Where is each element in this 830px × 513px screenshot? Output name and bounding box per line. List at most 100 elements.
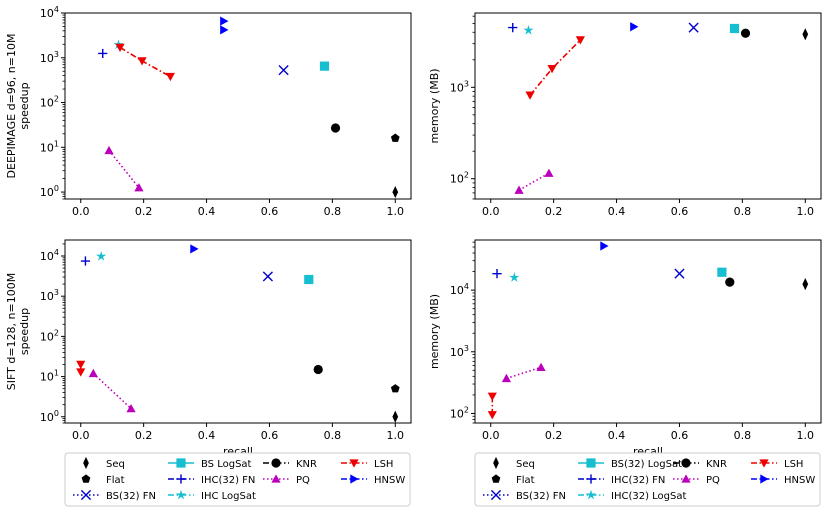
series-knr (313, 364, 323, 375)
legend-entry: KNR (263, 458, 317, 470)
x-tick-label: 0.4 (608, 205, 626, 218)
series-hnsw (190, 244, 199, 254)
data-point (729, 23, 740, 34)
y-tick-label: 103 (40, 288, 59, 303)
series-hnsw (630, 22, 639, 32)
legend-entry: IHC(32) FN (168, 474, 255, 486)
legend-label: BS(32) FN (516, 491, 566, 502)
legend-marker (271, 474, 281, 483)
legend-marker (175, 489, 187, 500)
x-tick-label: 0.2 (135, 205, 153, 218)
legend-label: BS(32) LogSat (611, 459, 682, 470)
series-bs-32-fn (278, 65, 289, 76)
legend-label: PQ (706, 475, 720, 486)
data-point (220, 25, 229, 35)
data-point (165, 72, 175, 82)
legend-marker (493, 456, 499, 470)
legend-entry: BS(32) FN (483, 489, 566, 502)
legend-marker (349, 459, 359, 468)
x-tick-label: 0.6 (261, 205, 279, 218)
series-pq (104, 145, 144, 192)
legend-label: LSH (784, 459, 803, 470)
y-axis-label: speedup (18, 308, 31, 355)
series-ihc-32-logsat (96, 250, 107, 261)
series-ihc-32-fn (508, 22, 518, 33)
legend-entry: HNSW (341, 474, 405, 486)
data-point (98, 48, 108, 59)
legend-entry: Flat (81, 474, 125, 486)
series-ihc-32-fn (80, 256, 91, 266)
data-point (514, 185, 524, 194)
legend-marker (491, 474, 501, 483)
series-bs-32-logsat (717, 267, 727, 277)
data-point (76, 368, 86, 377)
legend-entry: IHC(32) LogSat (578, 489, 686, 502)
data-point (392, 185, 399, 199)
x-tick-label: 0.0 (72, 429, 90, 442)
y-tick-label: 101 (40, 139, 59, 154)
y-tick-label: 102 (40, 95, 59, 110)
legend-marker (350, 474, 359, 484)
legend-label: IHC(32) LogSat (611, 491, 686, 502)
data-point (525, 91, 535, 100)
data-point (390, 133, 400, 142)
x-tick-label: 1.0 (797, 429, 815, 442)
series-bs-logsat (729, 23, 740, 34)
axes-frame (64, 239, 412, 424)
data-point (487, 411, 497, 420)
legend-entry: LSH (751, 459, 803, 470)
data-point (487, 392, 497, 401)
series-seq (802, 278, 809, 291)
legend-label: IHC LogSat (201, 491, 256, 502)
data-point (392, 410, 399, 423)
chart-bl: 0.0 0.2 0.4 0.6 0.8 1.0 100 101 102 103 104 SIFT d=… (5, 239, 412, 458)
legend-marker (81, 474, 91, 483)
data-point (126, 403, 136, 413)
legend-entry: Seq (83, 456, 125, 470)
x-tick-label: 1.0 (387, 429, 405, 442)
y-tick-label: 100 (40, 409, 59, 424)
legend-entry: IHC(32) FN (578, 474, 665, 486)
data-point (220, 16, 229, 26)
data-point (115, 43, 125, 53)
y-tick-label: 103 (40, 50, 59, 65)
series-line (92, 372, 132, 410)
series-pq (501, 362, 546, 383)
legend-marker (176, 474, 186, 484)
series-lsh (487, 392, 497, 420)
y-tick-label: 104 (40, 248, 59, 263)
legend-entry: BS LogSat (168, 458, 252, 470)
legend-marker (585, 489, 597, 500)
series-hnsw (600, 241, 609, 251)
series-ihc-32-fn (98, 48, 108, 59)
x-tick-label: 0.2 (545, 205, 563, 218)
data-point (390, 384, 400, 393)
x-tick-label: 0.8 (734, 429, 752, 442)
legend-entry: HNSW (751, 474, 815, 486)
series-bs-32-fn (688, 22, 699, 33)
data-point (304, 274, 314, 285)
x-tick-label: 0.4 (198, 429, 216, 442)
legend-label: BS(32) FN (106, 491, 156, 502)
y-axis-label: DEEPIMAGE d=96, n=10M (5, 34, 18, 179)
series-seq (392, 410, 399, 423)
y-axis-label: memory (MB) (428, 294, 441, 369)
legend-label: HNSW (784, 475, 815, 486)
x-tick-label: 0.8 (324, 205, 342, 218)
data-point (717, 267, 727, 277)
series-line (119, 46, 171, 78)
data-point (544, 168, 554, 177)
data-point (319, 61, 330, 71)
y-tick-label: 103 (450, 79, 469, 94)
legend-marker (760, 474, 769, 484)
data-point (80, 256, 91, 266)
axes-frame (64, 12, 412, 200)
series-knr (740, 28, 751, 38)
x-tick-label: 0.8 (734, 205, 752, 218)
data-point (137, 57, 147, 66)
data-point (688, 22, 699, 33)
data-point (492, 269, 502, 279)
data-point (76, 360, 86, 370)
legend-entry: Seq (493, 456, 535, 470)
legend-frame (64, 452, 411, 507)
